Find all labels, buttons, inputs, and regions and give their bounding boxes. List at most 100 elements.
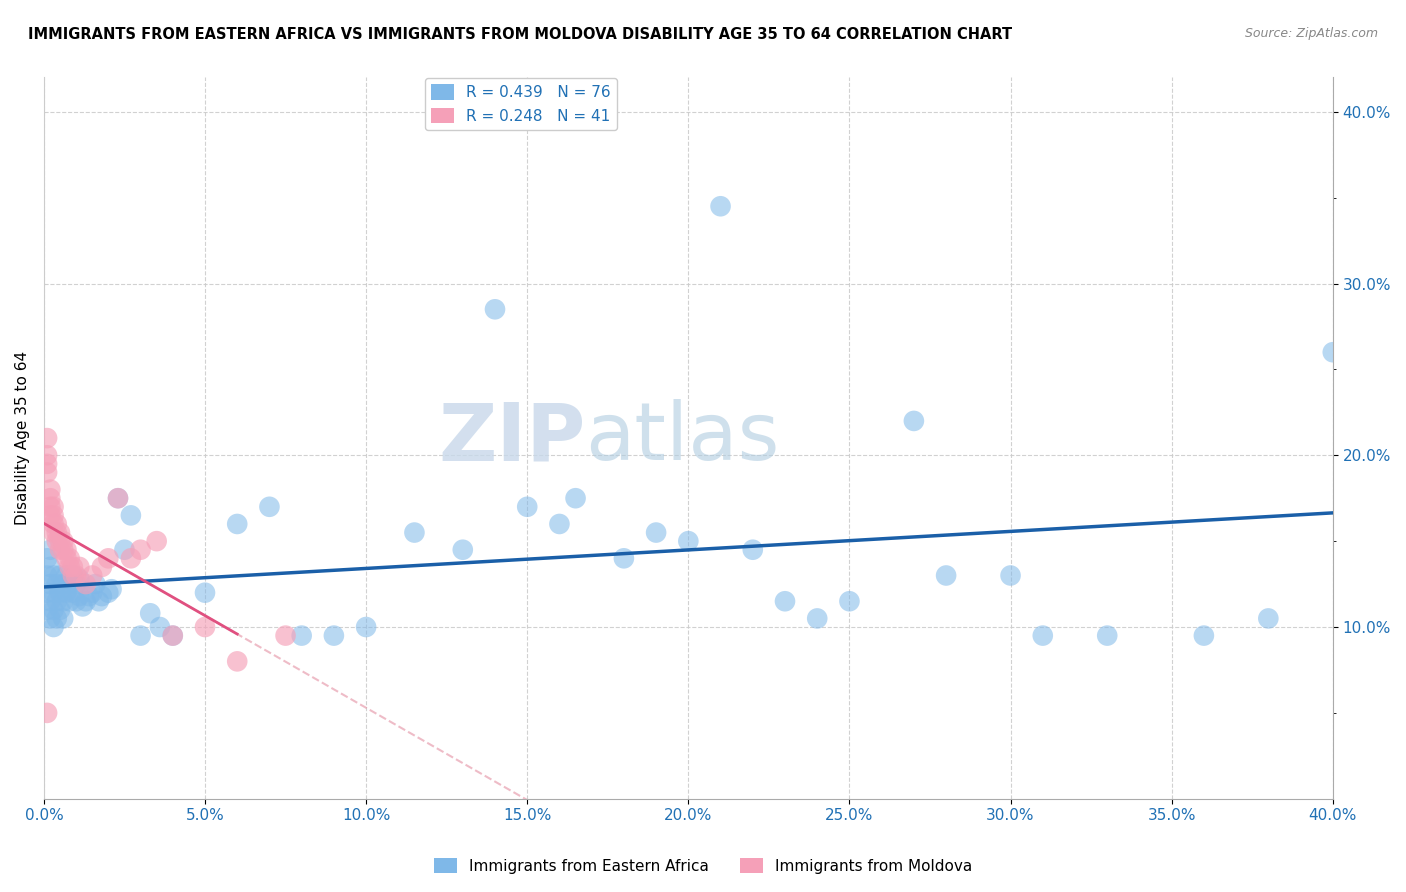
Point [52, 534, 75, 549]
Point [354, 620, 377, 634]
Point [139, 607, 162, 621]
Point [52, 594, 75, 608]
Point [37, 466, 59, 480]
Point [67, 572, 90, 586]
Point [52, 542, 75, 557]
Point [194, 585, 217, 599]
Point [37, 568, 59, 582]
Point [226, 516, 249, 531]
Legend: R = 0.439   N = 76, R = 0.248   N = 41: R = 0.439 N = 76, R = 0.248 N = 41 [425, 78, 617, 129]
Point [42, 568, 65, 582]
Point [59, 577, 82, 591]
Point [49, 585, 72, 599]
Point [1322, 345, 1344, 359]
Point [45, 577, 67, 591]
Point [903, 414, 925, 428]
Point [162, 629, 184, 643]
Point [39, 577, 62, 591]
Point [120, 551, 142, 566]
Point [62, 560, 84, 574]
Text: atlas: atlas [585, 399, 779, 477]
Point [678, 534, 700, 549]
Point [1000, 568, 1022, 582]
Point [55, 542, 77, 557]
Point [59, 560, 82, 574]
Point [90, 560, 112, 574]
Point [37, 448, 59, 462]
Point [42, 603, 65, 617]
Point [1032, 629, 1054, 643]
Point [39, 542, 62, 557]
Point [741, 542, 763, 557]
Point [42, 508, 65, 523]
Point [45, 534, 67, 549]
Point [37, 706, 59, 720]
Point [55, 568, 77, 582]
Point [226, 654, 249, 668]
Point [52, 577, 75, 591]
Point [65, 594, 87, 608]
Point [291, 629, 314, 643]
Point [39, 594, 62, 608]
Point [42, 500, 65, 514]
Point [935, 568, 957, 582]
Point [84, 577, 107, 591]
Point [39, 483, 62, 497]
Point [806, 611, 828, 625]
Point [484, 302, 506, 317]
Point [49, 542, 72, 557]
Point [49, 603, 72, 617]
Point [72, 599, 94, 614]
Point [129, 629, 152, 643]
Point [97, 551, 120, 566]
Point [75, 594, 97, 608]
Point [49, 525, 72, 540]
Point [39, 611, 62, 625]
Legend: Immigrants from Eastern Africa, Immigrants from Moldova: Immigrants from Eastern Africa, Immigran… [427, 852, 979, 880]
Point [107, 491, 129, 506]
Point [42, 585, 65, 599]
Point [107, 491, 129, 506]
Point [45, 611, 67, 625]
Point [548, 516, 571, 531]
Point [62, 568, 84, 582]
Point [37, 431, 59, 445]
Point [37, 551, 59, 566]
Point [49, 534, 72, 549]
Point [37, 603, 59, 617]
Text: IMMIGRANTS FROM EASTERN AFRICA VS IMMIGRANTS FROM MOLDOVA DISABILITY AGE 35 TO 6: IMMIGRANTS FROM EASTERN AFRICA VS IMMIGR… [28, 27, 1012, 42]
Point [613, 551, 636, 566]
Point [149, 620, 172, 634]
Point [42, 525, 65, 540]
Point [55, 551, 77, 566]
Point [37, 457, 59, 471]
Point [274, 629, 297, 643]
Point [404, 525, 426, 540]
Point [259, 500, 281, 514]
Point [65, 568, 87, 582]
Point [59, 551, 82, 566]
Point [39, 560, 62, 574]
Point [45, 525, 67, 540]
Point [120, 508, 142, 523]
Point [49, 568, 72, 582]
Text: Source: ZipAtlas.com: Source: ZipAtlas.com [1244, 27, 1378, 40]
Point [59, 594, 82, 608]
Point [39, 508, 62, 523]
Point [129, 542, 152, 557]
Point [645, 525, 668, 540]
Point [42, 620, 65, 634]
Point [516, 500, 538, 514]
Point [37, 585, 59, 599]
Point [322, 629, 344, 643]
Point [42, 516, 65, 531]
Point [1192, 629, 1215, 643]
Point [39, 500, 62, 514]
Point [55, 585, 77, 599]
Point [90, 589, 112, 603]
Point [97, 585, 120, 599]
Point [45, 516, 67, 531]
Point [75, 577, 97, 591]
Point [100, 582, 122, 597]
Point [451, 542, 474, 557]
